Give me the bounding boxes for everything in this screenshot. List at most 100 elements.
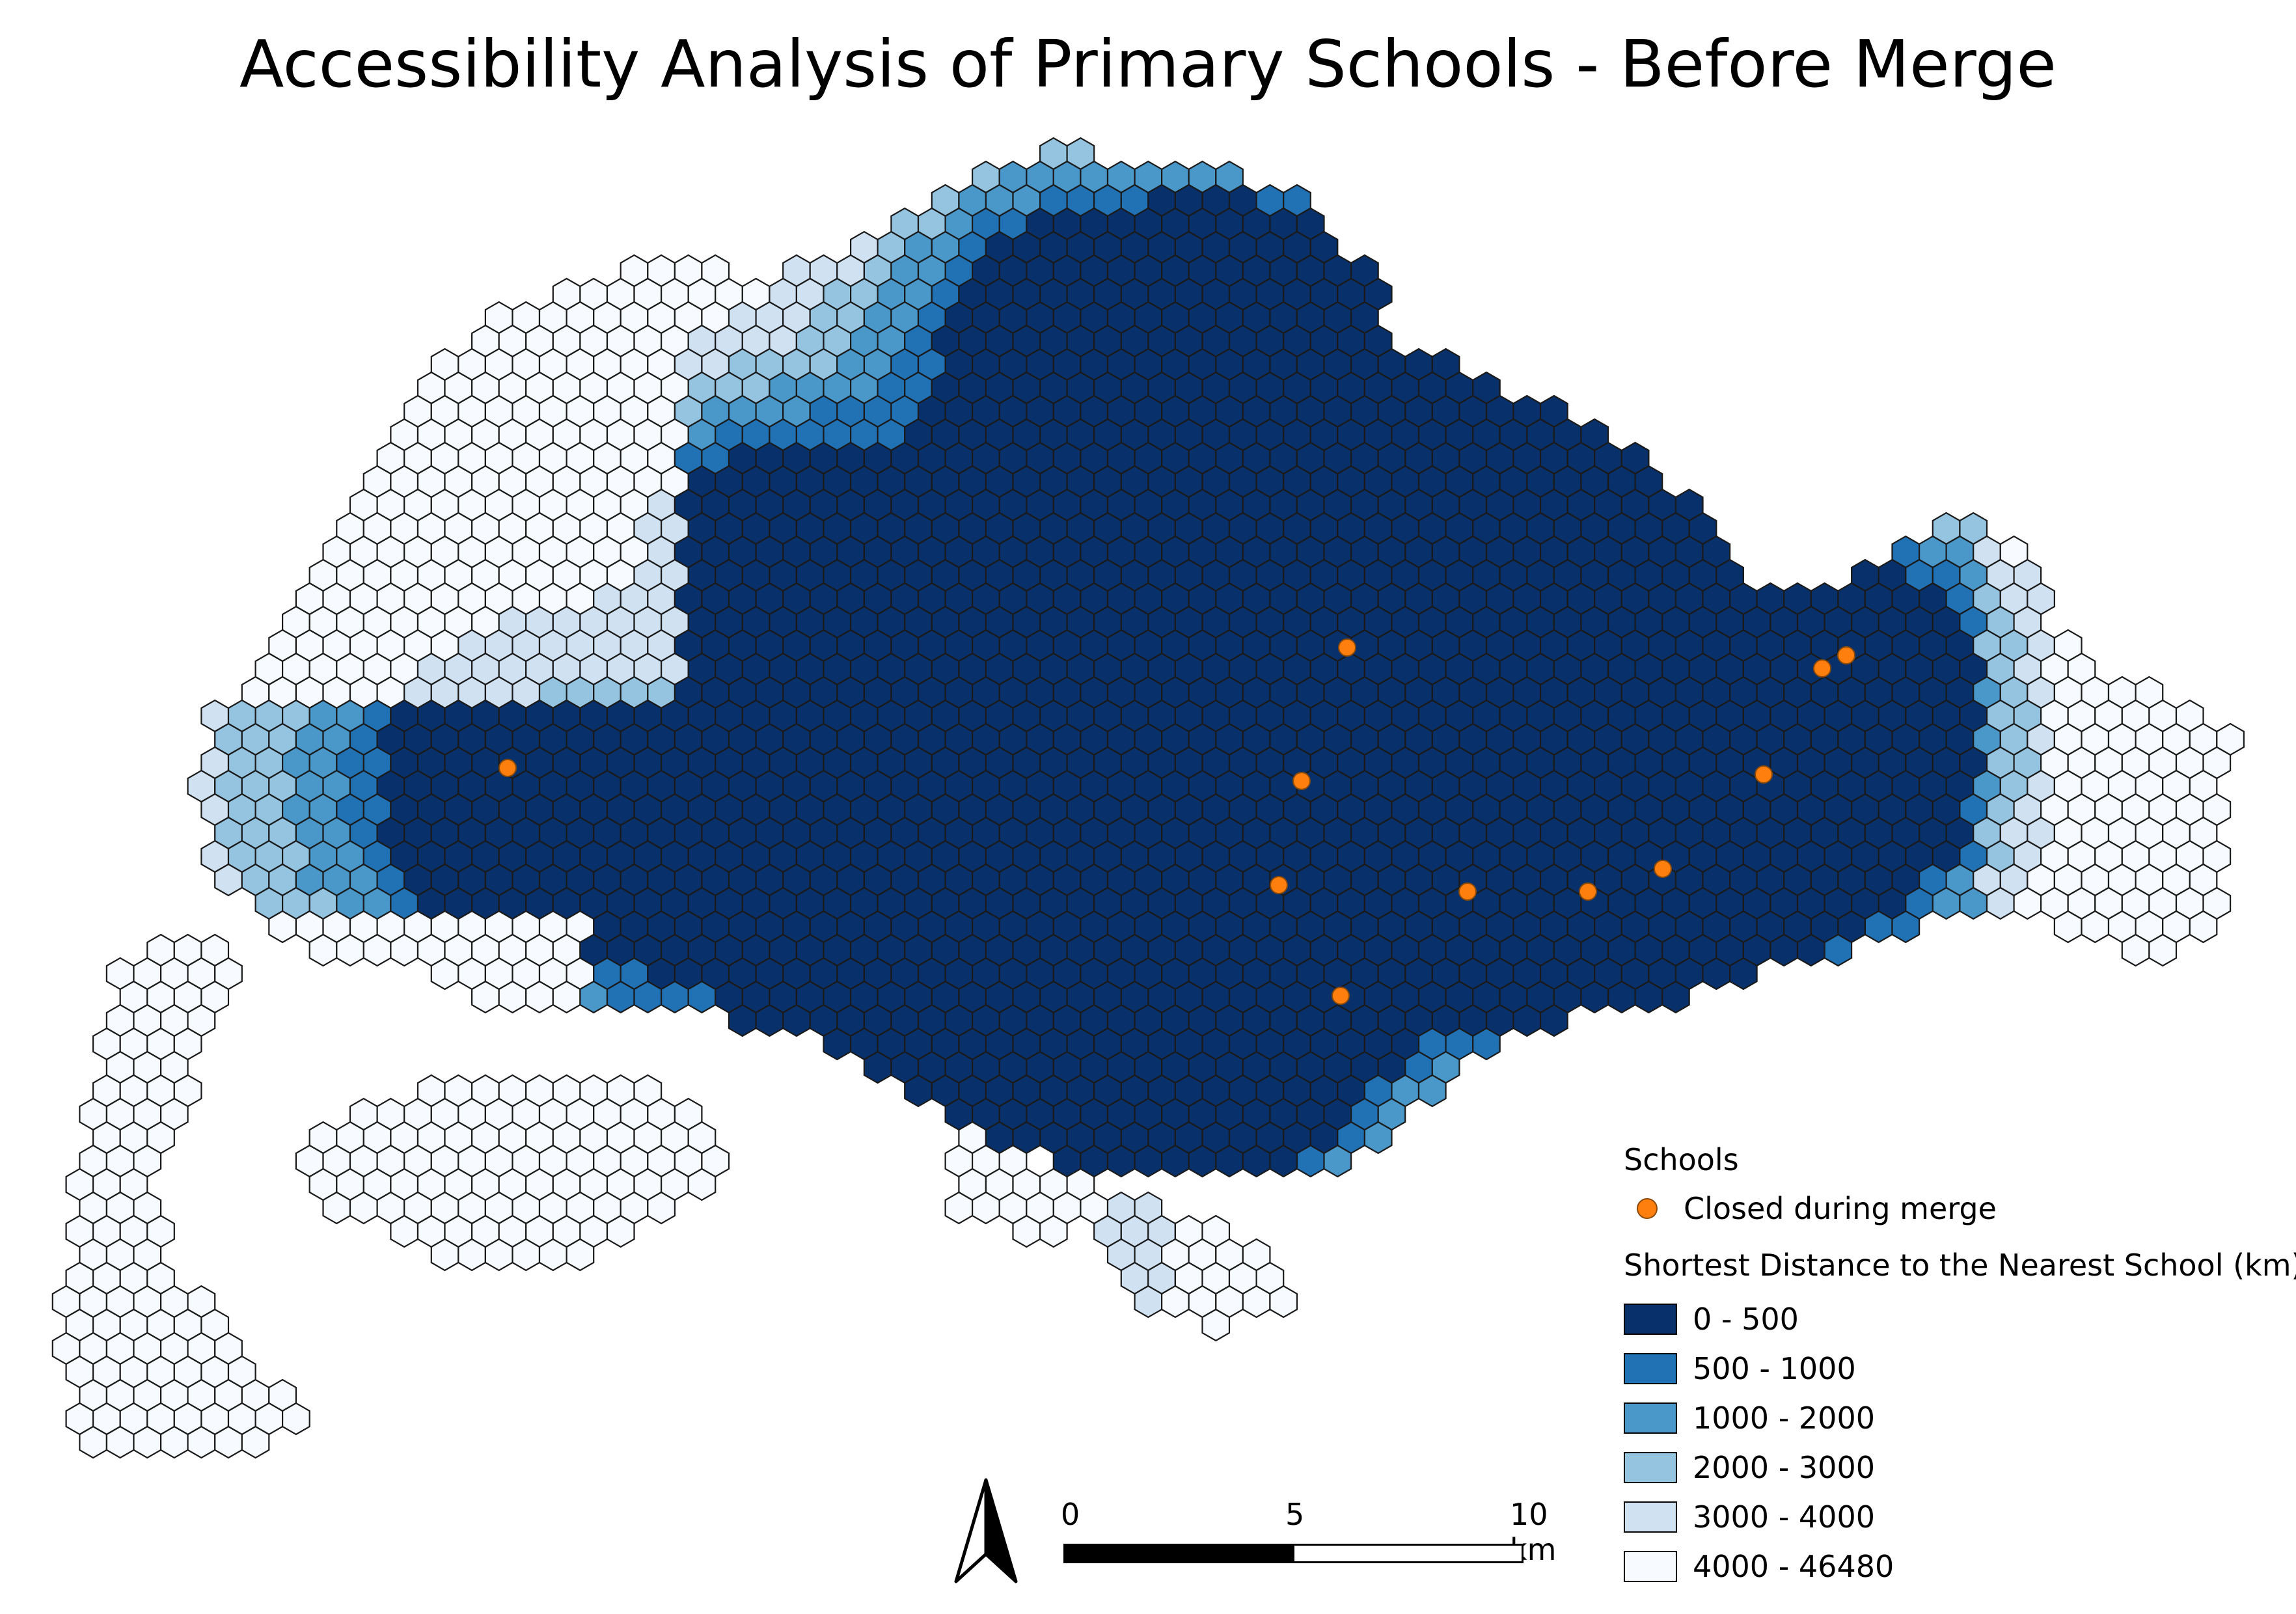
hex-cell	[484, 1238, 513, 1272]
legend-class-row: 2000 - 3000	[1624, 1443, 2288, 1492]
hex-cell	[430, 1238, 459, 1272]
legend-class-label: 3000 - 4000	[1693, 1499, 1875, 1535]
hex-cell	[512, 1238, 541, 1272]
hex-cell	[1661, 980, 1690, 1014]
closed-school-point	[1654, 860, 1672, 878]
hex-cell	[349, 1191, 378, 1225]
legend-class-label: 500 - 1000	[1693, 1351, 1856, 1386]
hex-cell	[2013, 886, 2042, 920]
hex-cell	[471, 980, 500, 1014]
hex-cell	[1634, 980, 1663, 1014]
hex-cell	[336, 933, 364, 967]
hex-cell	[1106, 1144, 1136, 1178]
closed-school-point	[1579, 882, 1597, 901]
hex-cell	[1215, 1144, 1244, 1178]
hex-cell	[647, 1191, 676, 1225]
legend-closed-school-item: Closed during merge	[1637, 1189, 2288, 1228]
hex-cell	[2189, 910, 2218, 944]
hex-cell	[214, 863, 243, 897]
hex-cell	[214, 1425, 243, 1459]
hex-cell	[1242, 1285, 1271, 1319]
hex-cell	[187, 1425, 216, 1459]
hex-cell	[823, 1027, 852, 1061]
hex-cell	[268, 910, 297, 944]
hex-cell	[1824, 933, 1853, 967]
legend-schools-heading: Schools	[1624, 1142, 1739, 1177]
hex-cell	[390, 1214, 419, 1248]
hex-cell	[1472, 1027, 1501, 1061]
scale-bar-black-segment	[1063, 1544, 1294, 1563]
hex-cell	[1296, 1144, 1325, 1178]
hex-cell	[1607, 980, 1636, 1014]
hex-cell	[1323, 1144, 1352, 1178]
legend-swatch	[1624, 1304, 1677, 1335]
closed-school-point	[1338, 638, 1356, 657]
hex-cell	[1864, 910, 1893, 944]
hex-cell	[1039, 1214, 1068, 1248]
hex-cell	[1540, 1004, 1568, 1037]
hex-cell	[2121, 933, 2150, 967]
orange-dot-icon	[1637, 1198, 1658, 1219]
hex-cell	[579, 980, 608, 1014]
hex-cell	[1891, 910, 1920, 944]
scale-bar-white-segment	[1292, 1544, 1524, 1563]
legend-swatch	[1624, 1551, 1677, 1582]
hex-cell	[1363, 1121, 1393, 1155]
hex-cell	[538, 1238, 567, 1272]
hex-cell	[1201, 1308, 1231, 1342]
hex-cell	[430, 957, 459, 991]
hex-cell	[160, 1425, 189, 1459]
hex-cell	[498, 980, 527, 1014]
legend-closed-label: Closed during merge	[1684, 1191, 1997, 1226]
hex-cell	[1959, 886, 1988, 920]
scale-bar: 0 5 10 km	[1061, 1497, 1594, 1575]
hex-cell	[390, 933, 419, 967]
hex-cell	[687, 980, 717, 1014]
hex-cell	[1770, 933, 1799, 967]
hex-cell	[2148, 933, 2178, 967]
legend-class-row: 3000 - 4000	[1624, 1492, 2288, 1542]
hex-cell	[1160, 1144, 1190, 1178]
hex-cell	[308, 933, 338, 967]
legend-distance-heading: Shortest Distance to the Nearest School …	[1624, 1248, 2296, 1283]
hex-cell	[1188, 1144, 1217, 1178]
hex-cell	[525, 980, 554, 1014]
hex-cell	[1269, 1285, 1298, 1319]
closed-school-point	[499, 759, 517, 777]
hex-cell	[1134, 1144, 1163, 1178]
hex-cell	[362, 933, 392, 967]
hex-cell	[552, 980, 581, 1014]
hex-cell	[1417, 1074, 1447, 1108]
closed-school-point	[1813, 659, 1831, 677]
legend-swatch	[1624, 1501, 1677, 1533]
hex-cell	[1796, 933, 1825, 967]
hex-cell	[1986, 886, 2015, 920]
closed-school-point	[1837, 646, 1855, 664]
hex-cell	[660, 980, 689, 1014]
hex-cell	[633, 980, 663, 1014]
hex-cell	[1729, 957, 1758, 991]
hex-cell	[1512, 1004, 1542, 1037]
hex-cell	[1269, 1144, 1298, 1178]
hex-cell	[1160, 1285, 1190, 1319]
hex-cell	[1580, 980, 1609, 1014]
legend-swatch	[1624, 1353, 1677, 1384]
legend-class-row: 1000 - 2000	[1624, 1393, 2288, 1443]
legend-class-row: 0 - 500	[1624, 1294, 2288, 1344]
north-arrow-icon	[947, 1477, 1025, 1588]
hex-cell	[606, 1214, 635, 1248]
scale-label-5: 5	[1285, 1497, 1305, 1532]
hex-cell	[133, 1425, 162, 1459]
hex-cell	[1134, 1285, 1163, 1319]
hex-cell	[2053, 910, 2083, 944]
legend-swatch	[1624, 1452, 1677, 1483]
hexagon-grid-layer	[51, 137, 2245, 1459]
hex-cell	[606, 980, 635, 1014]
hex-cell	[971, 1191, 1000, 1225]
closed-school-point	[1458, 882, 1477, 901]
legend-class-label: 0 - 500	[1693, 1302, 1799, 1337]
closed-school-point	[1292, 772, 1311, 790]
hex-cell	[1932, 886, 1961, 920]
closed-school-point	[1755, 765, 1773, 784]
